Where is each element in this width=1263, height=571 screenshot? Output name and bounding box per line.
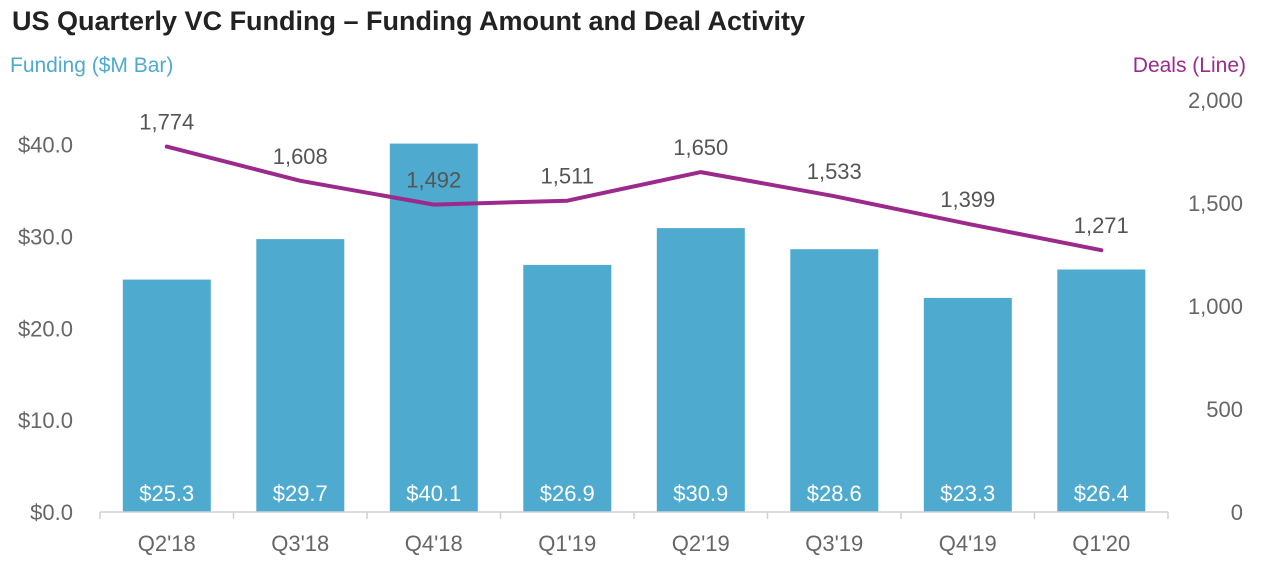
x-tick-label: Q2'18 <box>138 531 196 556</box>
deals-value-label: 1,271 <box>1074 213 1129 238</box>
left-tick-label: $20.0 <box>18 316 73 341</box>
deals-point <box>833 195 835 197</box>
funding-value-label: $29.7 <box>273 481 328 506</box>
funding-value-label: $23.3 <box>940 481 995 506</box>
deals-point <box>166 146 168 148</box>
left-tick-label: $40.0 <box>18 133 73 158</box>
deals-value-label: 1,608 <box>273 144 328 169</box>
right-tick-label: 1,500 <box>1188 191 1243 216</box>
deals-point <box>700 171 702 173</box>
funding-value-label: $25.3 <box>139 481 194 506</box>
funding-value-label: $26.4 <box>1074 481 1129 506</box>
deals-point <box>433 204 435 206</box>
left-tick-label: $0.0 <box>30 500 73 525</box>
deals-point <box>566 200 568 202</box>
funding-bar <box>1057 269 1146 512</box>
right-tick-label: 0 <box>1231 500 1243 525</box>
right-axis-label: Deals (Line) <box>1132 54 1246 77</box>
deals-value-label: 1,399 <box>940 187 995 212</box>
funding-value-label: $40.1 <box>406 481 461 506</box>
deals-value-label: 1,492 <box>406 168 461 193</box>
deals-value-label: 1,650 <box>673 135 728 160</box>
left-tick-label: $30.0 <box>18 224 73 249</box>
deals-value-label: 1,774 <box>139 110 194 135</box>
funding-bar <box>523 264 612 512</box>
right-tick-label: 1,000 <box>1188 294 1243 319</box>
deals-value-label: 1,511 <box>541 164 594 189</box>
chart-title: US Quarterly VC Funding – Funding Amount… <box>12 6 806 36</box>
funding-bar <box>790 249 879 512</box>
x-tick-label: Q3'18 <box>271 531 329 556</box>
deals-line <box>164 144 1104 253</box>
x-tick-label: Q4'19 <box>939 531 997 556</box>
funding-bar <box>256 239 345 512</box>
funding-bar <box>656 228 745 512</box>
x-tick-label: Q3'19 <box>805 531 863 556</box>
x-tick-label: Q1'19 <box>538 531 596 556</box>
deals-point <box>299 180 301 182</box>
funding-bar <box>923 297 1012 512</box>
funding-value-label: $30.9 <box>673 481 728 506</box>
funding-value-label: $26.9 <box>540 481 595 506</box>
deals-point <box>1100 249 1102 251</box>
right-tick-label: 500 <box>1206 397 1243 422</box>
x-tick-label: Q2'19 <box>672 531 730 556</box>
right-tick-label: 2,000 <box>1188 88 1243 113</box>
deals-point <box>967 223 969 225</box>
left-axis-label: Funding ($M Bar) <box>10 54 174 77</box>
funding-value-label: $28.6 <box>807 481 862 506</box>
x-tick-label: Q1'20 <box>1072 531 1130 556</box>
funding-bar <box>122 279 211 512</box>
x-tick-label: Q4'18 <box>405 531 463 556</box>
deals-value-label: 1,533 <box>807 159 862 184</box>
left-tick-label: $10.0 <box>18 408 73 433</box>
